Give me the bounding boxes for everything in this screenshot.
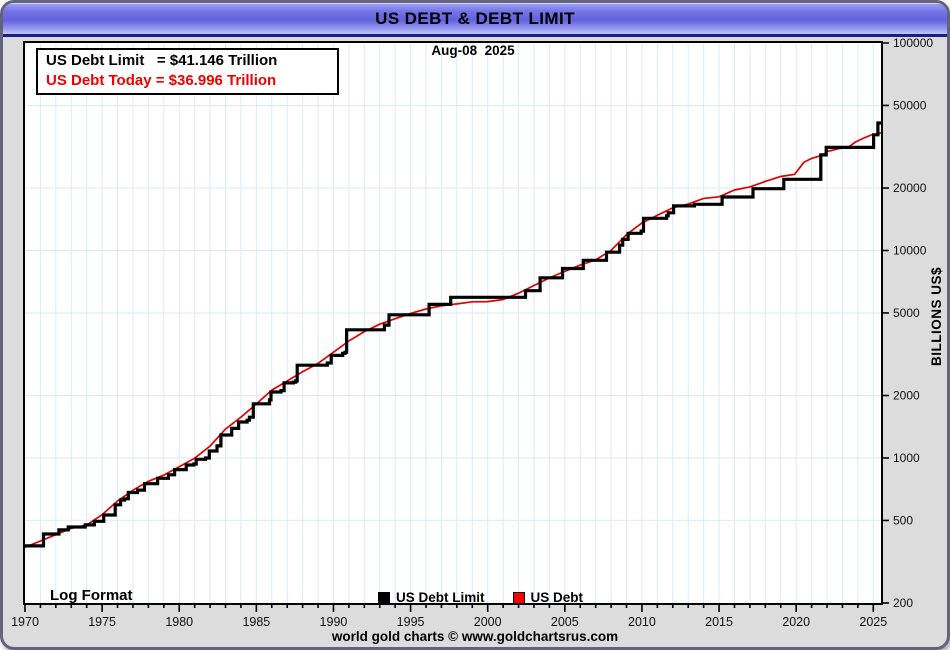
x-tick-label: 2010 xyxy=(628,615,656,629)
y-tick-label: 10000 xyxy=(893,243,927,257)
y-tick-label: 200 xyxy=(893,596,913,610)
y-tick-label: 100000 xyxy=(893,36,933,50)
date-label: Aug-08 2025 xyxy=(431,43,515,58)
y-tick-label: 50000 xyxy=(893,98,927,112)
legend-label: US Debt Limit xyxy=(396,590,485,605)
x-tick-label: 2015 xyxy=(705,615,733,629)
plot-area xyxy=(23,41,883,605)
y-tick-label: 500 xyxy=(893,513,913,527)
axis-labels: 200 500 1000 2000 5000 10000 20000 50000 100000 1… xyxy=(11,36,933,629)
title-bar: US DEBT & DEBT LIMIT xyxy=(3,3,947,37)
debt-limit-swatch-icon xyxy=(378,591,390,604)
x-tick-label: 1995 xyxy=(397,615,425,629)
log-format-note: Log Format xyxy=(50,587,133,604)
chart-canvas: 200 500 1000 2000 5000 10000 20000 50000 100000 1… xyxy=(11,36,933,629)
legend-item-debt: US Debt xyxy=(512,590,584,605)
x-tick-label: 1985 xyxy=(242,615,270,629)
y-tick-label: 2000 xyxy=(893,389,920,403)
legend-item-debt-limit: US Debt Limit xyxy=(378,590,485,605)
x-tick-label: 1990 xyxy=(320,615,348,629)
x-tick-label: 2020 xyxy=(782,615,810,629)
debt-info-box: US Debt Limit = $41.146 Trillion US Debt… xyxy=(36,48,339,95)
series-layer xyxy=(25,121,881,549)
x-tick-label: 2000 xyxy=(474,615,502,629)
debt-limit-value: US Debt Limit = $41.146 Trillion xyxy=(46,52,278,69)
series-us-debt-limit xyxy=(25,121,881,548)
chart-legend: US Debt Limit US Debt xyxy=(378,590,583,605)
debt-today-value: US Debt Today = $36.996 Trillion xyxy=(46,72,277,89)
gridlines xyxy=(25,43,881,603)
footer-credit: world gold charts © www.goldchartsrus.co… xyxy=(331,629,619,644)
y-axis-title: BILLIONS US$ xyxy=(929,266,944,366)
legend-label: US Debt xyxy=(530,590,584,605)
axis-ticks xyxy=(24,42,889,612)
x-tick-label: 1980 xyxy=(165,615,193,629)
series-us-debt xyxy=(25,131,881,549)
page-title: US DEBT & DEBT LIMIT xyxy=(375,9,575,28)
y-tick-label: 5000 xyxy=(893,306,920,320)
y-tick-label: 1000 xyxy=(893,451,920,465)
y-tick-label: 20000 xyxy=(893,181,927,195)
debt-swatch-icon xyxy=(512,591,525,604)
x-tick-label: 2025 xyxy=(859,615,887,629)
x-tick-label: 1970 xyxy=(11,615,39,629)
x-tick-label: 2005 xyxy=(551,615,579,629)
x-tick-label: 1975 xyxy=(88,615,116,629)
